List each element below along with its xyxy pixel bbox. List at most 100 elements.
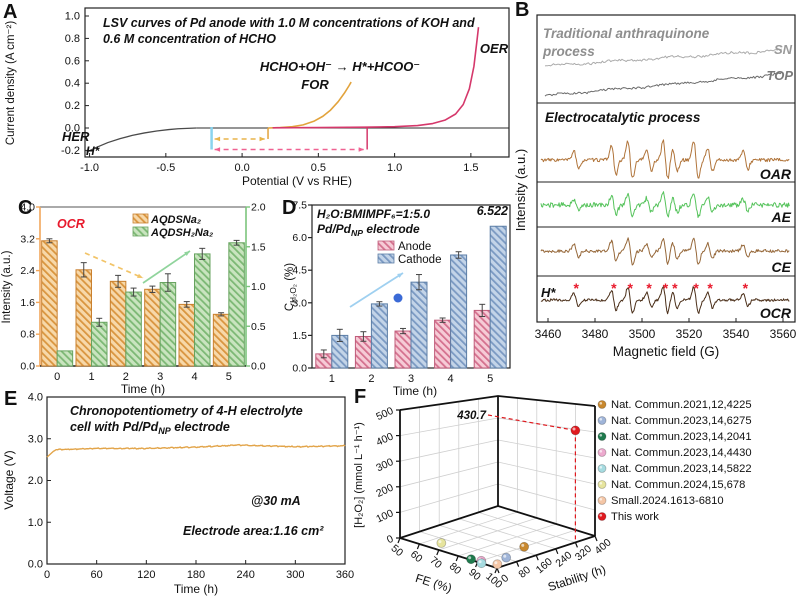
y-tick-label: 0.6 <box>65 55 80 67</box>
cathode-bar <box>410 281 428 369</box>
radical-asterisk: * <box>646 280 652 296</box>
x-axis-label: Time (h) <box>174 582 218 596</box>
aqdsna2-bar <box>212 313 230 367</box>
x-tick-label: 5 <box>226 371 232 383</box>
voltage-trace <box>46 443 346 458</box>
point-highlight <box>494 561 498 565</box>
point-highlight <box>478 560 482 564</box>
area-annotation: Electrode area:1.16 cm² <box>183 524 324 538</box>
ocr-trace <box>540 286 790 315</box>
panel-e-title-line1: Chronopotentiometry of 4-H electrolyte <box>70 404 303 418</box>
her-curve <box>86 127 197 153</box>
legend-swatch-aqdsh2na2 <box>132 226 149 237</box>
scatter-point <box>519 541 530 552</box>
legend-label: Nat. Commun.2023,14,5822 <box>611 463 752 475</box>
y-tick-label: 0.0 <box>292 363 307 375</box>
y-tick-label: 0.4 <box>65 78 80 90</box>
x-tick-label: 1 <box>88 371 94 383</box>
legend-swatch-aqdsna2 <box>132 213 149 224</box>
aqdsh2na2-bar <box>56 350 74 367</box>
oar-label: OAR <box>760 166 792 182</box>
hstar-label: H* <box>541 285 556 300</box>
guide-dash-horizontal <box>487 414 576 432</box>
x-tick-label: 180 <box>187 569 205 581</box>
radical-asterisk: * <box>663 280 669 296</box>
panel-d-bar-chart: D 0.0 1.5 3.0 4.5 6.0 7.5 1 2 3 4 5 Time (h) CH₂O₂ (%… <box>282 197 511 398</box>
legend-dot <box>597 496 607 505</box>
legend-dot <box>597 480 607 489</box>
z-tick-label: 200 <box>374 482 395 500</box>
x-tick-label: 0 <box>44 569 50 581</box>
fe-tick-label: 60 <box>408 548 425 565</box>
h2o2-rate-annotation: 430.7 <box>456 410 486 422</box>
x-axis-label: Magnetic field (G) <box>613 344 720 359</box>
scatter-point <box>466 554 476 565</box>
x-tick-label: 1.5 <box>463 162 478 174</box>
ocr-annotation: OCR <box>57 217 85 231</box>
right-tick-label: 0.5 <box>251 321 266 333</box>
panel-letter-c: C <box>18 197 32 219</box>
oar-trace <box>540 139 790 179</box>
x-tick-label: 1 <box>329 373 335 385</box>
fe-tick-label: 70 <box>427 554 444 571</box>
x-tick-label: 3 <box>157 371 163 383</box>
panel-letter-d: D <box>282 197 296 219</box>
hstar-label: H* <box>86 144 101 158</box>
anode-bar <box>394 330 412 369</box>
radical-asterisk: * <box>672 280 678 296</box>
legend-label-aqdsna2: AQDSNa₂ <box>150 214 201 226</box>
panel-letter-e: E <box>4 388 17 410</box>
stability-tick-label: 240 <box>553 549 574 570</box>
x-tick-label: 3560 <box>770 327 797 341</box>
left-tick-label: 0.0 <box>20 361 35 373</box>
top-label: TOP <box>767 68 794 83</box>
x-tick-label: -1.0 <box>80 162 99 174</box>
legend-label: Nat. Commun.2023,14,2041 <box>611 431 752 443</box>
z-tick-label: 300 <box>374 456 395 474</box>
y-tick-label: 3.0 <box>292 297 307 309</box>
max-value-label: 6.522 <box>477 204 508 218</box>
legend-label: Small.2024.1613-6810 <box>611 495 724 507</box>
x-tick-label: 300 <box>286 569 304 581</box>
panel-a-lsv-chart: A -1.0 -0.5 0.0 0.5 1.0 1.5 -0.2 0.0 0.2 0.4 0.6 0.8… <box>3 1 510 188</box>
aqdsh2na2-bar <box>228 242 245 367</box>
electrolyte-annotation: H₂O:BMIMPF₆=1:5.0 <box>317 207 430 221</box>
x-tick-label: 3 <box>408 373 414 385</box>
stability-tick-label: 320 <box>573 543 594 564</box>
aqdsna2-bar <box>178 303 195 367</box>
radical-asterisk: * <box>573 280 579 296</box>
y-tick-label: -0.2 <box>61 145 80 157</box>
radical-asterisk: * <box>611 280 617 296</box>
aqdsh2na2-bar <box>91 321 108 367</box>
anode-bar <box>473 309 491 369</box>
y-tick-label: 0.8 <box>65 33 80 45</box>
anode-bar <box>434 319 452 369</box>
aqdsna2-bar <box>144 288 161 367</box>
radical-asterisk: * <box>628 280 634 296</box>
top-trace <box>544 71 782 97</box>
x-tick-label: 0 <box>54 371 60 383</box>
panel-letter-b: B <box>515 0 529 21</box>
aqdsh2na2-bar <box>194 253 211 367</box>
point-highlight <box>468 556 472 560</box>
right-tick-label: 1.5 <box>251 241 266 253</box>
left-tick-label: 0.8 <box>20 329 35 341</box>
legend-dot <box>597 416 607 425</box>
x-tick-label: 4 <box>448 373 454 385</box>
scatter-point <box>570 425 581 436</box>
point-highlight <box>438 540 442 544</box>
panel-a-title-line1: LSV curves of Pd anode with 1.0 M concen… <box>103 16 475 30</box>
electrode-annotation: Pd/PdNP electrode <box>317 222 420 238</box>
legend-swatch-cathode <box>377 253 395 264</box>
ce-trace <box>540 237 790 266</box>
left-tick-label: 3.2 <box>20 233 35 245</box>
x-axis-label: Time (h) <box>393 384 437 398</box>
panel-letter-a: A <box>3 1 17 23</box>
legend-label: Nat. Commun.2023,14,6275 <box>611 415 752 427</box>
plot-frame <box>536 14 796 323</box>
legend-dot <box>597 448 607 457</box>
panel-letter-f: F <box>354 386 366 408</box>
radical-asterisk: * <box>707 280 713 296</box>
point-highlight <box>521 543 525 547</box>
x-tick-label: 3480 <box>582 327 609 341</box>
